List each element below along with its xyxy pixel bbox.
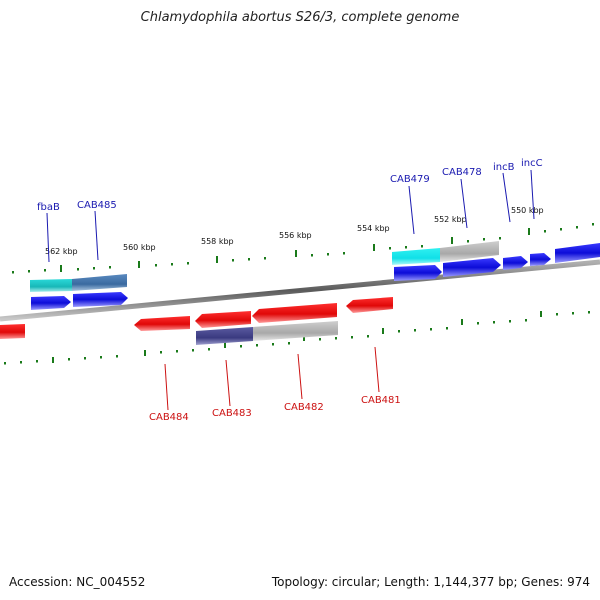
label-incC: incC: [521, 158, 543, 169]
gene-CAB478[interactable]: [443, 258, 501, 277]
scale-label-560: 560 kbp: [123, 243, 156, 252]
feature-CAB478-cds[interactable]: [440, 241, 499, 262]
label-CAB483: CAB483: [212, 408, 252, 419]
feature-CAB485-cds[interactable]: [72, 274, 127, 291]
scale-label-562: 562 kbp: [45, 247, 78, 256]
scale-label-554: 554 kbp: [357, 224, 390, 233]
gene-CAB481[interactable]: [346, 297, 393, 313]
feature-CAB482-cds[interactable]: [253, 321, 338, 341]
forward-strand-features: [30, 241, 600, 310]
label-leaders: [46, 169, 535, 411]
scale-label-550: 550 kbp: [511, 206, 544, 215]
genome-backbone: [0, 259, 600, 322]
gene-unlabeled-forward[interactable]: [555, 243, 600, 263]
scale-label-558: 558 kbp: [201, 237, 234, 246]
feature-CAB479-cds[interactable]: [392, 248, 440, 265]
inner-scale-ring: [4, 311, 590, 365]
feature-fbaB-cds[interactable]: [30, 279, 72, 292]
label-CAB485: CAB485: [77, 200, 117, 211]
gene-CAB483[interactable]: [195, 311, 251, 328]
gene-incB[interactable]: [503, 256, 528, 270]
gene-incC[interactable]: [530, 253, 551, 266]
accession-text: Accession: NC_004552: [9, 575, 146, 589]
label-incB: incB: [493, 162, 515, 173]
gene-CAB485[interactable]: [73, 292, 128, 307]
scale-label-556: 556 kbp: [279, 231, 312, 240]
map-title: Chlamydophila abortus S26/3, complete ge…: [140, 10, 460, 25]
feature-CAB483-cds[interactable]: [196, 327, 253, 345]
outer-scale-ring: [12, 223, 594, 274]
genome-summary-text: Topology: circular; Length: 1,144,377 bp…: [271, 575, 590, 589]
label-CAB478: CAB478: [442, 167, 482, 178]
gene-CAB482[interactable]: [252, 303, 337, 323]
scale-label-552: 552 kbp: [434, 215, 467, 224]
label-CAB481: CAB481: [361, 395, 401, 406]
label-CAB484: CAB484: [149, 412, 189, 423]
gene-fbaB[interactable]: [31, 296, 71, 310]
label-CAB482: CAB482: [284, 402, 324, 413]
reverse-strand-features: [0, 297, 393, 345]
gene-CAB479[interactable]: [394, 265, 442, 281]
label-fbaB: fbaB: [37, 202, 60, 213]
gene-CAB484[interactable]: [134, 316, 190, 331]
gene-unlabeled-reverse[interactable]: [0, 324, 25, 339]
label-CAB479: CAB479: [390, 174, 430, 185]
